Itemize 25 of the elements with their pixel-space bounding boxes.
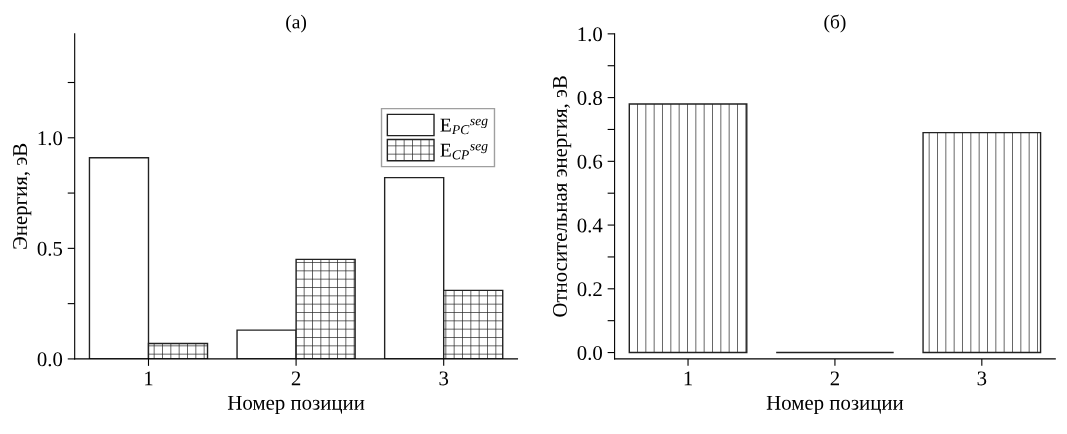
x-tick-label: 2: [291, 371, 301, 386]
y-tick-label: 0.4: [577, 218, 603, 233]
x-tick-label: 1: [684, 371, 692, 386]
legend-label: E$_{CP}$$^{seg}$: [440, 143, 488, 160]
x-axis-title: Номер позиции: [227, 395, 365, 415]
y-tick-label: 1.0: [38, 131, 63, 146]
bar: [628, 103, 748, 354]
bar: [922, 131, 1042, 354]
y-axis-title: Относительная энергия, эВ: [552, 76, 572, 317]
y-tick-label: 0.5: [37, 241, 63, 256]
x-tick-label: 2: [830, 371, 839, 386]
x-tick-label: 1: [145, 371, 153, 386]
x-tick-label: 3: [977, 371, 987, 386]
legend-label: E$_{PC}$$^{seg}$: [440, 118, 488, 135]
chart-title: (б): [824, 14, 846, 33]
y-tick-label: 0.0: [37, 352, 63, 367]
y-tick-label: 0.8: [577, 90, 602, 106]
y-axis-title: Энергия, эВ: [13, 143, 32, 249]
y-tick-label: 0.6: [577, 154, 603, 169]
chart-title: (а): [286, 14, 307, 33]
y-tick-label: 0.2: [577, 282, 602, 297]
y-tick-label: 1.0: [578, 27, 602, 42]
x-axis-title: Номер позиции: [766, 395, 904, 415]
x-tick-label: 3: [439, 371, 449, 386]
y-tick-label: 0.0: [577, 345, 602, 361]
